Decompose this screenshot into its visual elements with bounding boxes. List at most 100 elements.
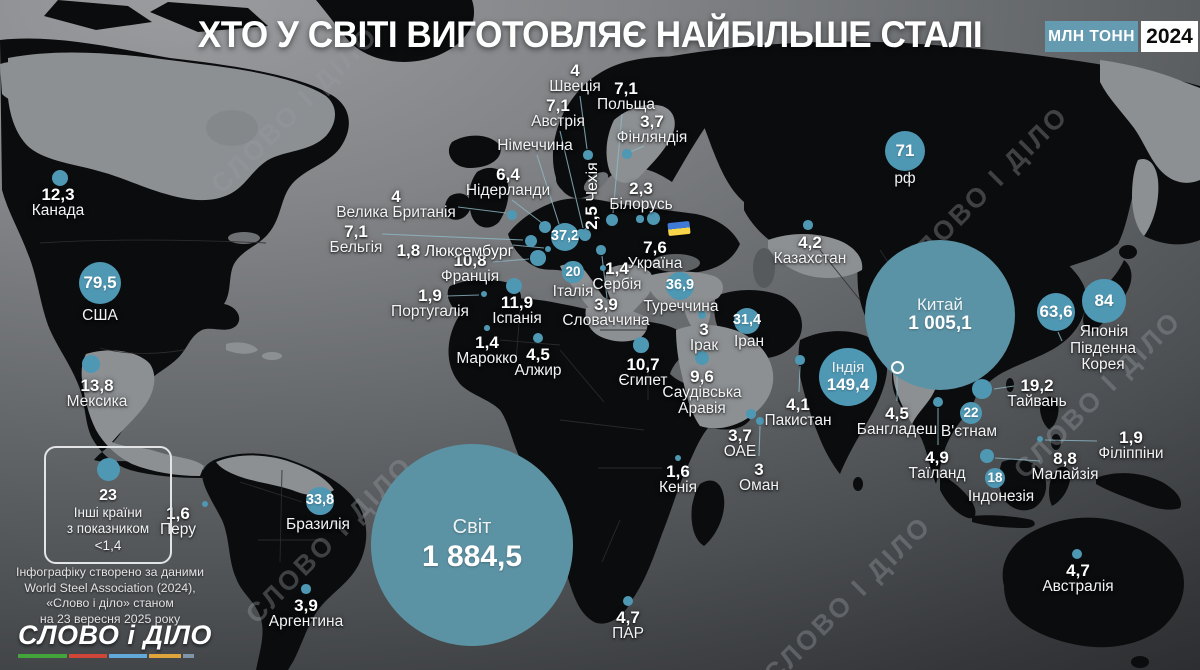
country-label: 1,8 Люксембург bbox=[396, 241, 514, 260]
country-bubble bbox=[795, 355, 805, 365]
country-bubble bbox=[533, 333, 543, 343]
leader-line bbox=[612, 113, 623, 214]
world-total-bubble: Світ 1 884,5 bbox=[371, 444, 573, 646]
country-bubble bbox=[755, 416, 765, 426]
country-label: 1,6 Кенія bbox=[658, 462, 698, 497]
country-bubble bbox=[694, 350, 710, 366]
country-bubble: 18 bbox=[985, 468, 1005, 488]
country-bubble bbox=[633, 337, 649, 353]
country-label: Індонезія bbox=[967, 488, 1035, 505]
country-label: 3,9 Аргентина bbox=[268, 596, 344, 631]
country-bubble bbox=[675, 455, 681, 461]
country-label: 4,2 Казахстан bbox=[773, 233, 847, 268]
country-bubble bbox=[890, 360, 904, 374]
country-bubble bbox=[544, 245, 552, 253]
leader-line bbox=[492, 258, 530, 263]
country-bubble bbox=[697, 310, 707, 320]
page-title: ХТО У СВІТІ ВИГОТОВЛЯЄ НАЙБІЛЬШЕ СТАЛІ bbox=[197, 14, 983, 55]
logo-underline-segment bbox=[69, 654, 107, 658]
country-bubble: 79,5 bbox=[79, 262, 121, 304]
source-line: World Steel Association (2024), bbox=[24, 580, 196, 595]
legend-circle-icon bbox=[96, 458, 120, 481]
country-label: В'єтнам bbox=[940, 423, 998, 440]
country-label: 1,4 Сербія bbox=[592, 259, 642, 294]
leader-line bbox=[993, 385, 1015, 390]
country-bubble bbox=[82, 355, 100, 373]
leader-line bbox=[536, 154, 560, 225]
country-label: 1,9 Філіппіни bbox=[1098, 428, 1164, 463]
leader-line bbox=[601, 255, 608, 299]
leader-line bbox=[1057, 331, 1063, 342]
leader-line bbox=[457, 206, 507, 214]
country-label: 7,1 Австрія bbox=[531, 96, 585, 131]
leader-line bbox=[1044, 439, 1098, 442]
country-label: 3,7 ОАЕ bbox=[723, 426, 757, 461]
country-bubble: 33,8 bbox=[306, 487, 334, 515]
country-bubble bbox=[505, 277, 523, 295]
legend-box: 23 Інші країни з показником <1,4 bbox=[44, 446, 172, 564]
country-label: Італія bbox=[552, 283, 594, 300]
country-label: 2,5 Чехія bbox=[581, 162, 601, 230]
country-label: 11,9 Іспанія bbox=[492, 293, 542, 328]
country-bubble bbox=[596, 245, 606, 255]
country-bubble bbox=[971, 378, 993, 400]
logo-underline-segment bbox=[182, 654, 194, 658]
country-label: 3,9 Словаччина bbox=[562, 295, 650, 330]
country-bubble bbox=[932, 396, 944, 408]
country-label: 13,8 Мексика bbox=[66, 376, 128, 411]
country-bubble bbox=[577, 229, 585, 237]
leader-line bbox=[629, 145, 645, 153]
country-label: 4 Швеція bbox=[549, 61, 601, 96]
country-bubble bbox=[530, 250, 546, 266]
leader-line bbox=[446, 294, 480, 297]
leader-line bbox=[559, 130, 584, 229]
country-label: 3 Ірак bbox=[689, 320, 719, 355]
country-bubble bbox=[636, 215, 644, 223]
country-bubble: 71 bbox=[885, 131, 925, 171]
country-bubble bbox=[524, 234, 538, 248]
country-bubble bbox=[301, 584, 311, 594]
country-label: 3,7 Фінляндія bbox=[616, 112, 688, 147]
country-bubble bbox=[622, 595, 634, 607]
country-label: 9,6 Саудівська Аравія bbox=[662, 367, 742, 418]
country-bubble bbox=[583, 150, 593, 160]
country-label: 2,3 Білорусь bbox=[609, 179, 673, 214]
country-bubble bbox=[1071, 548, 1083, 560]
country-label: 4,5 Бангладеш bbox=[856, 404, 938, 439]
legend-text: Інші країни з показником <1,4 bbox=[46, 505, 170, 554]
country-label: 4,5 Алжир bbox=[514, 345, 562, 380]
country-bubble: 31,4 bbox=[733, 307, 761, 335]
country-label: Туреччина bbox=[643, 298, 719, 315]
legend-count: 23 bbox=[99, 487, 117, 504]
country-label: 4,7 ПАР bbox=[612, 608, 644, 643]
country-label: 10,8 Франція bbox=[440, 251, 500, 286]
source-note: Інфографіку створено за даними World Ste… bbox=[12, 565, 208, 628]
leader-line bbox=[798, 365, 801, 393]
leader-line bbox=[994, 457, 1041, 462]
country-label: Бразилія bbox=[286, 516, 350, 533]
leader-line bbox=[511, 199, 543, 224]
country-bubble bbox=[539, 221, 551, 233]
country-bubble bbox=[622, 149, 632, 159]
logo-underline-segment bbox=[108, 654, 147, 658]
country-label: 1,6 Перу bbox=[160, 504, 196, 539]
country-label: 4 Велика Британія bbox=[336, 187, 456, 222]
country-label: 4,9 Таїланд bbox=[908, 448, 966, 483]
country-bubble bbox=[202, 501, 208, 507]
country-bubble: Індія 149,4 bbox=[819, 348, 877, 406]
country-bubble: 22 bbox=[959, 401, 983, 425]
logo-underline-segment bbox=[18, 654, 68, 658]
country-label: 1,9 Португалія bbox=[391, 286, 469, 321]
logo-underline bbox=[18, 654, 194, 658]
country-bubble bbox=[746, 409, 756, 419]
country-label: 12,3 Канада bbox=[31, 185, 85, 220]
leader-line bbox=[381, 233, 524, 241]
country-bubble bbox=[803, 220, 813, 230]
year-badge: 2024 bbox=[1141, 21, 1198, 52]
legend-line: Інші країни bbox=[73, 505, 143, 520]
country-bubble bbox=[484, 325, 490, 331]
leader-line bbox=[758, 425, 761, 457]
country-label: 7,1 Польща bbox=[597, 79, 655, 114]
source-line: «Слово і діло» станом bbox=[46, 596, 174, 611]
